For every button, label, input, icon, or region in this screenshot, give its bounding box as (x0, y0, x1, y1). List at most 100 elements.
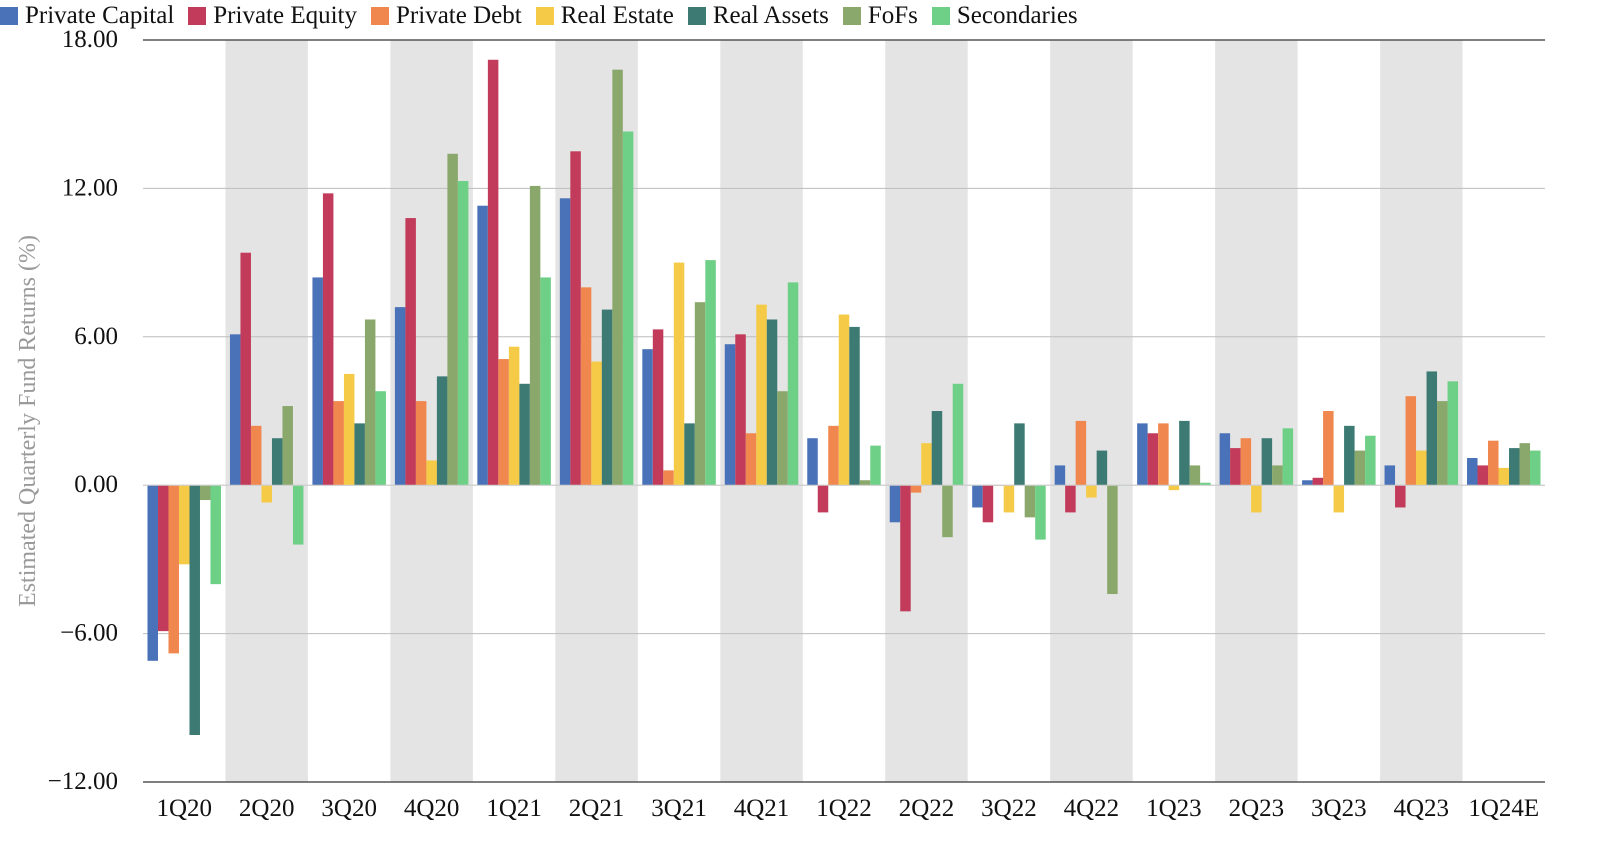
bar (1272, 465, 1283, 486)
bar (1312, 477, 1324, 486)
bar (1416, 450, 1427, 486)
bar (1240, 438, 1252, 486)
bar (1344, 425, 1355, 486)
bar (210, 485, 221, 585)
bar (1158, 423, 1169, 486)
bar (436, 376, 448, 486)
bar (1137, 423, 1148, 486)
bar (889, 485, 901, 523)
bar (1395, 485, 1406, 508)
category-band (1050, 40, 1133, 782)
bar (157, 485, 169, 632)
bar (859, 480, 871, 486)
bar (199, 485, 211, 501)
x-tick-label: 1Q24E (1468, 795, 1539, 822)
bar (921, 443, 932, 486)
bar (1488, 440, 1499, 486)
bar (982, 485, 994, 523)
bar (817, 485, 829, 513)
bar (1405, 396, 1417, 486)
bar (807, 438, 818, 486)
bar (415, 401, 427, 486)
bar (787, 282, 799, 486)
bar (312, 277, 323, 486)
legend-swatch (535, 7, 554, 25)
legend-item: Real Estate (535, 2, 674, 30)
bar (1219, 433, 1231, 486)
bar (1075, 420, 1087, 486)
legend-label: Private Debt (396, 2, 522, 29)
bar (1282, 428, 1294, 486)
x-tick-label: 4Q22 (1064, 795, 1120, 822)
bar (1365, 435, 1376, 486)
bar (828, 425, 839, 486)
x-tick-label: 1Q22 (816, 795, 872, 822)
legend-item: Private Capital (0, 2, 174, 30)
x-tick-label: 2Q21 (569, 795, 625, 822)
bar (1096, 450, 1108, 486)
bar (508, 346, 520, 486)
legend-label: Real Estate (560, 2, 674, 29)
bar (1003, 485, 1015, 513)
bar (1086, 485, 1097, 498)
bar (457, 180, 469, 486)
bar (529, 185, 541, 486)
bar (1054, 465, 1066, 486)
bar (622, 131, 634, 486)
bar (745, 433, 757, 486)
bar (1384, 465, 1396, 486)
bar (1333, 485, 1345, 513)
bar (756, 304, 767, 486)
bar (591, 361, 602, 486)
bar (601, 309, 613, 486)
x-tick-label: 4Q20 (404, 795, 460, 822)
legend-swatch (0, 7, 18, 25)
bar (1024, 485, 1036, 518)
bar (487, 59, 499, 486)
bar (178, 485, 190, 565)
y-tick-label: 12.00 (62, 174, 118, 201)
y-tick-label: 0.00 (74, 471, 118, 498)
y-axis-title: Estimated Quarterly Fund Returns (%) (15, 235, 41, 607)
bar (343, 373, 355, 486)
bar (580, 287, 592, 486)
bar (394, 307, 406, 486)
bar (694, 302, 706, 486)
bar (447, 153, 458, 486)
bar (322, 193, 334, 486)
bar (1251, 485, 1262, 513)
bar (900, 485, 911, 612)
bar (1426, 371, 1438, 486)
bar (477, 205, 488, 486)
bar (354, 423, 365, 486)
bar (271, 438, 283, 486)
bar (261, 485, 272, 503)
chart-legend: Private Capital Private Equity Private Deb… (0, 0, 1078, 32)
bar (1519, 443, 1531, 486)
bar (282, 406, 293, 486)
bar (147, 485, 158, 661)
bar (1065, 485, 1076, 513)
bar (673, 262, 685, 486)
legend-label: Private Capital (25, 2, 175, 29)
bar (663, 470, 674, 486)
bar (1477, 465, 1489, 486)
bar (540, 277, 551, 486)
legend-item: Private Debt (371, 2, 522, 30)
bar (684, 423, 695, 486)
x-tick-label: 2Q22 (899, 795, 955, 822)
x-tick-label: 3Q20 (321, 795, 377, 822)
bar (972, 485, 983, 508)
x-tick-label: 4Q23 (1394, 795, 1450, 822)
x-tick-label: 3Q22 (981, 795, 1037, 822)
bar (250, 425, 262, 486)
bar (931, 411, 943, 486)
bar (1179, 420, 1190, 486)
bar (612, 69, 623, 486)
bar (1147, 433, 1159, 486)
bar (724, 344, 736, 486)
bar (1261, 438, 1273, 486)
legend-label: Real Assets (712, 2, 829, 29)
bar (189, 485, 200, 736)
bar (405, 218, 416, 486)
